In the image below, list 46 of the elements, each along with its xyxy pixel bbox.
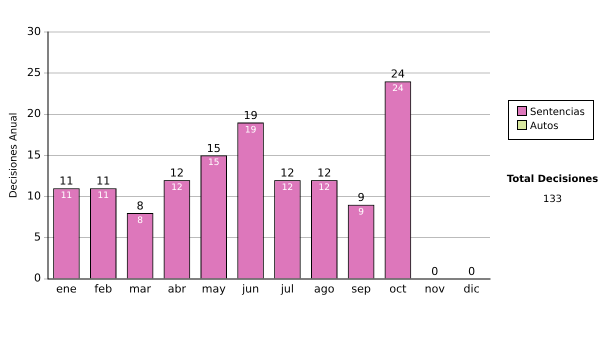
x-tick-label: may (202, 282, 226, 296)
y-tick-label: 15 (26, 148, 41, 162)
data-label: 12 (171, 182, 183, 193)
x-tick-label: oct (389, 282, 408, 296)
total-label: 11 (96, 174, 110, 188)
data-label: 11 (60, 191, 72, 202)
y-tick-label: 30 (26, 24, 41, 38)
text: 133 (542, 193, 564, 207)
x-tick-label: abr (168, 282, 187, 296)
data-label: 12 (318, 182, 330, 193)
x-tick-label: ago (314, 282, 335, 296)
y-tick-label: 0 (34, 272, 41, 285)
data-label: 8 (137, 216, 144, 226)
x-tick-label: mar (129, 282, 152, 296)
total-label: 0 (431, 265, 438, 278)
total-label: 0 (468, 265, 476, 278)
data-label: 15 (208, 158, 220, 168)
total-label: 9 (358, 191, 365, 204)
x-tick-label: jun (241, 282, 260, 296)
y-tick-label: 25 (26, 66, 41, 79)
y-tick-label: 5 (34, 230, 41, 244)
x-tick-label: jul (280, 282, 294, 296)
x-tick-label: sep (351, 282, 371, 296)
total-label: 12 (280, 166, 294, 180)
data-label: 12 (282, 182, 294, 193)
legend-label: Sentencias (529, 106, 585, 120)
total-label: 19 (244, 108, 258, 122)
x-tick-label: ene (56, 282, 77, 296)
data-label: 24 (392, 84, 404, 94)
total-label: 8 (136, 199, 144, 212)
x-tick-label: nov (424, 282, 446, 296)
data-label: 19 (244, 125, 257, 136)
text: Total Decisiones (506, 173, 600, 187)
legend-label: Autos (529, 120, 560, 134)
x-tick-label: feb (94, 282, 112, 296)
total-label: 24 (390, 68, 405, 81)
y-tick-label: 20 (26, 107, 41, 120)
total-label: 12 (317, 166, 332, 180)
y-axis-title: Decisiones Anual (8, 112, 20, 198)
total-label: 12 (170, 166, 184, 180)
data-label: 9 (358, 208, 364, 218)
y-tick-label: 10 (26, 189, 41, 202)
x-tick-label: dic (464, 282, 480, 296)
total-label: 11 (59, 174, 74, 188)
data-label: 11 (98, 191, 109, 202)
total-label: 15 (206, 142, 221, 155)
